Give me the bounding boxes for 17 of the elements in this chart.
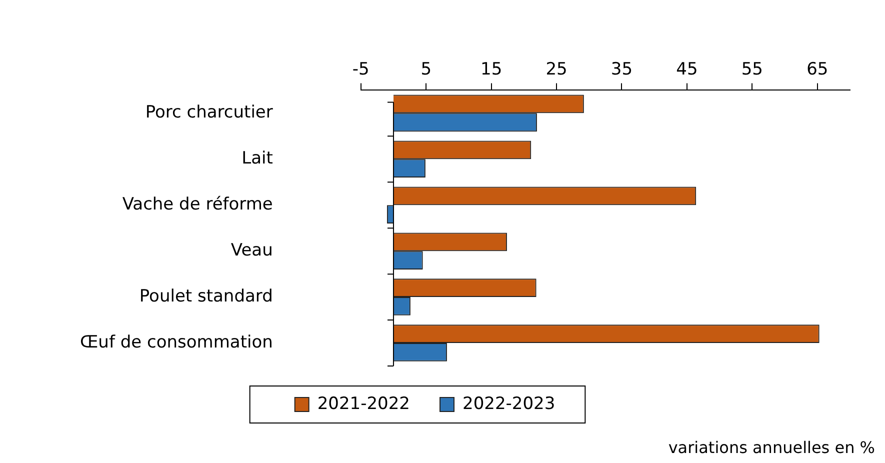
y-tick-label: Œuf de consommation: [80, 332, 273, 352]
legend-label: 2021-2022: [317, 394, 410, 414]
x-tick-label: 5: [420, 59, 432, 80]
x-tick-label: 55: [741, 59, 763, 80]
x-tick-label: 45: [676, 59, 698, 80]
x-tick-label: 65: [806, 59, 828, 80]
y-tick-label: Porc charcutier: [145, 102, 273, 123]
x-tick-label: -5: [352, 59, 370, 80]
text: variations annuelles en %: [668, 438, 875, 458]
x-tick-label: 25: [546, 59, 568, 80]
y-tick-label: Lait: [242, 148, 274, 169]
y-tick-label: Poulet standard: [139, 286, 273, 306]
y-tick-label: Vache de réforme: [122, 194, 273, 215]
x-tick-label: 35: [610, 59, 633, 80]
x-tick-label: 15: [480, 59, 502, 80]
y-tick-label: Veau: [230, 240, 273, 261]
legend-label: 2022-2023: [462, 394, 556, 414]
